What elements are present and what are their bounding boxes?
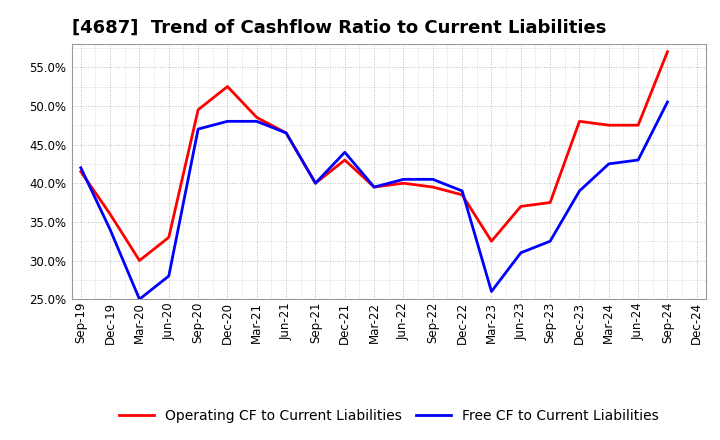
Operating CF to Current Liabilities xyxy=(516,204,525,209)
Operating CF to Current Liabilities xyxy=(164,235,173,240)
Operating CF to Current Liabilities xyxy=(575,119,584,124)
Operating CF to Current Liabilities xyxy=(428,184,437,190)
Free CF to Current Liabilities xyxy=(194,126,202,132)
Free CF to Current Liabilities xyxy=(106,227,114,232)
Operating CF to Current Liabilities xyxy=(311,180,320,186)
Operating CF to Current Liabilities xyxy=(399,180,408,186)
Free CF to Current Liabilities xyxy=(575,188,584,194)
Operating CF to Current Liabilities xyxy=(135,258,144,263)
Free CF to Current Liabilities xyxy=(135,297,144,302)
Free CF to Current Liabilities xyxy=(399,177,408,182)
Free CF to Current Liabilities xyxy=(223,119,232,124)
Operating CF to Current Liabilities xyxy=(370,184,379,190)
Operating CF to Current Liabilities xyxy=(546,200,554,205)
Free CF to Current Liabilities xyxy=(76,165,85,170)
Free CF to Current Liabilities xyxy=(370,184,379,190)
Free CF to Current Liabilities xyxy=(546,238,554,244)
Free CF to Current Liabilities xyxy=(282,130,290,136)
Free CF to Current Liabilities xyxy=(634,158,642,163)
Free CF to Current Liabilities xyxy=(311,180,320,186)
Line: Free CF to Current Liabilities: Free CF to Current Liabilities xyxy=(81,102,667,299)
Operating CF to Current Liabilities xyxy=(106,212,114,217)
Operating CF to Current Liabilities xyxy=(634,123,642,128)
Operating CF to Current Liabilities xyxy=(253,115,261,120)
Operating CF to Current Liabilities xyxy=(76,169,85,174)
Free CF to Current Liabilities xyxy=(428,177,437,182)
Operating CF to Current Liabilities xyxy=(194,107,202,112)
Operating CF to Current Liabilities xyxy=(282,130,290,136)
Operating CF to Current Liabilities xyxy=(605,123,613,128)
Operating CF to Current Liabilities xyxy=(341,158,349,163)
Operating CF to Current Liabilities xyxy=(663,49,672,55)
Free CF to Current Liabilities xyxy=(458,188,467,194)
Legend: Operating CF to Current Liabilities, Free CF to Current Liabilities: Operating CF to Current Liabilities, Fre… xyxy=(114,403,664,428)
Text: [4687]  Trend of Cashflow Ratio to Current Liabilities: [4687] Trend of Cashflow Ratio to Curren… xyxy=(72,19,606,37)
Free CF to Current Liabilities xyxy=(605,161,613,166)
Operating CF to Current Liabilities xyxy=(223,84,232,89)
Free CF to Current Liabilities xyxy=(516,250,525,256)
Free CF to Current Liabilities xyxy=(164,273,173,279)
Line: Operating CF to Current Liabilities: Operating CF to Current Liabilities xyxy=(81,52,667,260)
Operating CF to Current Liabilities xyxy=(487,238,496,244)
Operating CF to Current Liabilities xyxy=(458,192,467,198)
Free CF to Current Liabilities xyxy=(487,289,496,294)
Free CF to Current Liabilities xyxy=(663,99,672,105)
Free CF to Current Liabilities xyxy=(341,150,349,155)
Free CF to Current Liabilities xyxy=(253,119,261,124)
